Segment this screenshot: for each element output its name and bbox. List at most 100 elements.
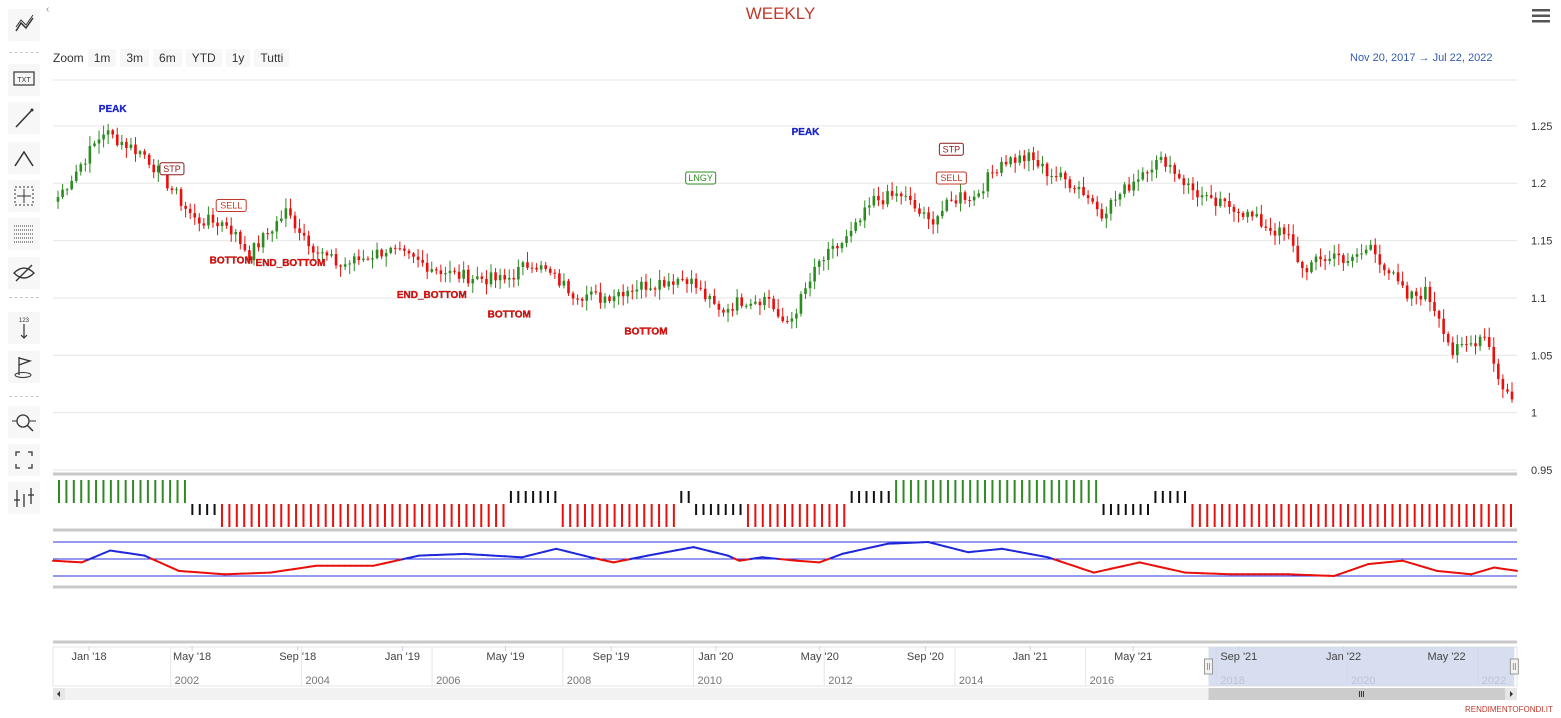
zoom-button-1m[interactable]: 1m (87, 49, 117, 67)
flag-tool-button[interactable] (8, 351, 40, 383)
candle (858, 218, 862, 227)
zoom-button-6m[interactable]: 6m (153, 49, 182, 67)
navigator-tick-label: 2016 (1090, 675, 1114, 687)
indicators-tool-button[interactable] (8, 482, 40, 514)
navigator-right-handle[interactable] (1509, 658, 1519, 675)
candle (1332, 245, 1336, 267)
candle (88, 136, 92, 173)
candle (325, 250, 329, 261)
candle (1497, 358, 1500, 385)
zoom-button-all[interactable]: Tutti (254, 49, 290, 67)
candle (530, 262, 534, 273)
candle (822, 256, 826, 271)
zoom-button-3m[interactable]: 3m (120, 49, 150, 67)
fibonacci-tool-button[interactable] (8, 218, 40, 250)
candle (102, 125, 105, 148)
candle (416, 249, 420, 268)
menu-icon[interactable] (1532, 9, 1550, 23)
candle (1428, 281, 1432, 312)
annotation-peak: PEAK (99, 104, 128, 115)
candle (1465, 335, 1468, 352)
oscillator-segment (1087, 569, 1095, 574)
candle (366, 256, 370, 261)
candle (1182, 174, 1186, 195)
y-tick-label: 1.1 (1531, 293, 1546, 305)
candle (1218, 191, 1222, 208)
zoom-change-tool-button[interactable] (8, 406, 40, 438)
x-tick-label: Jan '22 (1326, 651, 1361, 663)
candle (936, 214, 939, 234)
candle (589, 286, 593, 301)
candle (1469, 335, 1473, 347)
navigator-selection[interactable] (1208, 647, 1515, 686)
candle (1200, 186, 1204, 206)
oscillator-segment (835, 552, 844, 558)
elliott-wave-tool-button[interactable] (8, 142, 40, 174)
candle (316, 246, 320, 260)
candle (1301, 260, 1304, 278)
candle (1273, 223, 1277, 246)
oscillator-segment (824, 557, 832, 562)
candle (1118, 192, 1122, 207)
fibonacci-icon (14, 225, 34, 243)
candle (653, 286, 657, 297)
candle (1168, 155, 1172, 174)
candle (1278, 221, 1281, 245)
navigator-tick-label: 2014 (959, 675, 983, 687)
vertical-counter-tool-button[interactable]: 123 (8, 312, 40, 344)
segment-tool-button[interactable] (8, 102, 40, 134)
candle (152, 159, 156, 179)
candle (895, 185, 898, 202)
fullscreen-tool-button[interactable] (8, 444, 40, 476)
candle (758, 298, 762, 315)
candle (562, 273, 566, 289)
oscillator-segment (1047, 556, 1055, 561)
candle (1250, 210, 1254, 221)
x-tick-label: Sep '20 (907, 651, 944, 663)
candle (138, 149, 142, 158)
candle (1232, 204, 1236, 222)
hide-tool-button[interactable] (8, 257, 40, 289)
range-from[interactable]: Nov 20, 2017 (1350, 52, 1416, 64)
candle (644, 273, 648, 298)
candle (699, 280, 702, 291)
candle (1342, 253, 1345, 271)
oscillator-segment (1344, 569, 1353, 574)
candle (1159, 151, 1163, 164)
annotation-bottom: END_BOTTOM (256, 258, 326, 269)
zoom-button-1y[interactable]: 1y (225, 49, 251, 67)
navigator-left-handle[interactable] (1204, 658, 1214, 675)
candle (1424, 276, 1427, 302)
text-annotation-tool-button[interactable]: TXT (8, 64, 40, 96)
candle (1360, 244, 1363, 260)
candle (1369, 239, 1373, 251)
candle (1136, 169, 1140, 191)
candle (1387, 267, 1391, 280)
candle (1018, 150, 1022, 166)
candle (1173, 162, 1177, 182)
zoom-button-ytd[interactable]: YTD (185, 49, 222, 67)
collapse-toolbar-icon[interactable]: ‹ (46, 4, 50, 15)
range-selector: Zoom 1m 3m 6m YTD 1y Tutti (53, 49, 290, 67)
candle (435, 266, 438, 275)
measure-tool-button[interactable] (8, 180, 40, 212)
candle (476, 266, 479, 281)
candle (649, 278, 652, 291)
candle (599, 282, 602, 309)
candle (868, 197, 871, 216)
candle (1487, 327, 1491, 350)
credit-link[interactable]: RENDIMENTOFONDI.IT (1465, 705, 1553, 714)
date-range-display[interactable]: Nov 20, 2017 → Jul 22, 2022 (1350, 52, 1493, 64)
range-to[interactable]: Jul 22, 2022 (1432, 52, 1493, 64)
y-tick-label: 1.15 (1531, 236, 1552, 248)
candle (1305, 264, 1309, 281)
scrollbar[interactable] (53, 688, 1517, 700)
oscillator-segment (1052, 558, 1061, 563)
scroll-right-icon (1510, 691, 1513, 697)
candle (539, 260, 543, 273)
candle (1501, 374, 1505, 399)
line-series-tool-button[interactable] (8, 9, 40, 41)
navigator-tick-label: 2002 (175, 675, 199, 687)
candle (1045, 162, 1049, 186)
